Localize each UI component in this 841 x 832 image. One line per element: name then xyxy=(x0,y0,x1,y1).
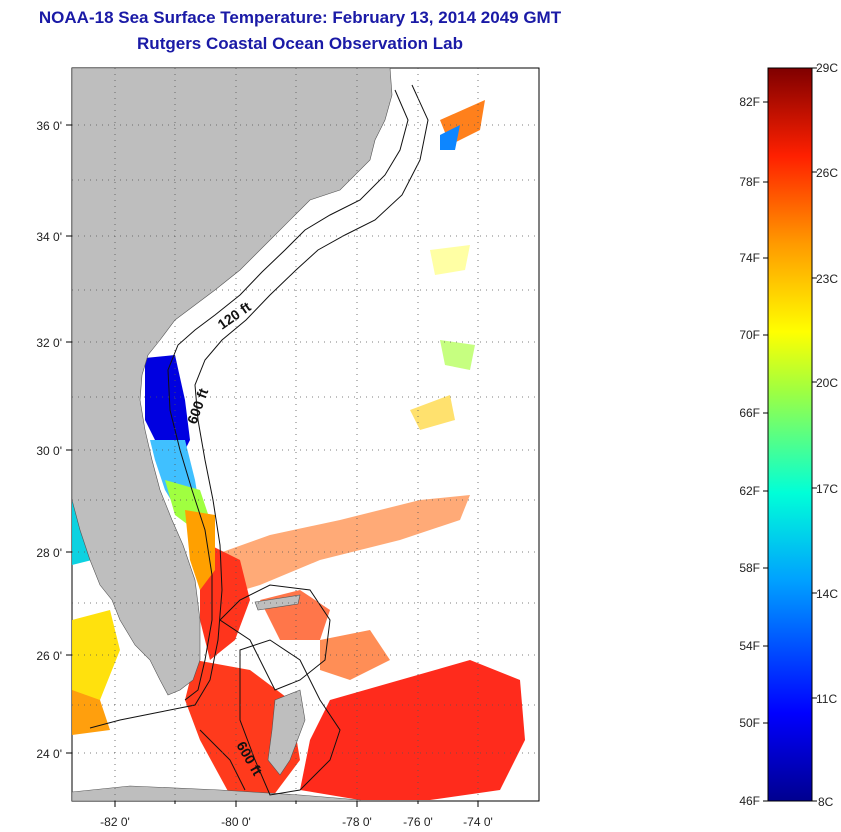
colorbar-c-label: 8C xyxy=(818,795,834,809)
colorbar-f-label: 74F xyxy=(739,251,760,265)
colorbar-c-label: 29C xyxy=(816,61,838,75)
colorbar-gradient xyxy=(767,67,813,802)
lat-label: 30 0' xyxy=(36,444,62,458)
lon-label: -76 0' xyxy=(403,815,433,829)
lat-label: 34 0' xyxy=(36,230,62,244)
map-title: NOAA-18 Sea Surface Temperature: Februar… xyxy=(38,8,562,27)
lat-label: 36 0' xyxy=(36,119,62,133)
lat-label: 32 0' xyxy=(36,336,62,350)
colorbar-f-label: 70F xyxy=(739,328,760,342)
lat-label: 28 0' xyxy=(36,546,62,560)
colorbar-c-label: 23C xyxy=(816,272,838,286)
temperature-colorbar: 82F 78F 74F 70F 66F 62F 58F 54F 50F 46F … xyxy=(739,61,838,809)
colorbar-c-label: 17C xyxy=(816,482,838,496)
bathymetry-contours xyxy=(89,84,429,796)
colorbar-f-label: 82F xyxy=(739,95,760,109)
coastal-sst-strip xyxy=(145,355,215,590)
axis-ticks xyxy=(66,124,479,807)
cuba-coast xyxy=(72,785,361,801)
colorbar-f-label: 50F xyxy=(739,716,760,730)
lon-label: -74 0' xyxy=(463,815,493,829)
lat-label: 24 0' xyxy=(36,747,62,761)
land xyxy=(72,68,393,801)
map-grid xyxy=(72,68,539,801)
colorbar-f-label: 54F xyxy=(739,639,760,653)
colorbar-f-label: 62F xyxy=(739,484,760,498)
bahamas-andros-island xyxy=(267,689,306,776)
bahamas-grand-bahama xyxy=(254,594,301,611)
colorbar-c-label: 11C xyxy=(816,692,837,706)
latitude-labels: 36 0' 34 0' 32 0' 30 0' 28 0' 26 0' 24 0… xyxy=(36,119,62,761)
colorbar-c-label: 14C xyxy=(816,587,838,601)
lon-label: -78 0' xyxy=(342,815,372,829)
lon-label: -82 0' xyxy=(100,815,130,829)
colorbar-f-label: 66F xyxy=(739,406,760,420)
lon-label: -80 0' xyxy=(221,815,251,829)
colorbar-f-label: 78F xyxy=(739,175,760,189)
lat-label: 26 0' xyxy=(36,649,62,663)
longitude-labels: -82 0' -80 0' -78 0' -76 0' -74 0' xyxy=(100,815,493,829)
colorbar-c-label: 20C xyxy=(816,376,838,390)
colorbar-c-label: 26C xyxy=(816,166,838,180)
us-east-coast-land xyxy=(72,68,393,696)
colorbar-f-label: 58F xyxy=(739,561,760,575)
map-subtitle: Rutgers Coastal Ocean Observation Lab xyxy=(137,34,463,53)
colorbar-f-label: 46F xyxy=(739,794,760,808)
